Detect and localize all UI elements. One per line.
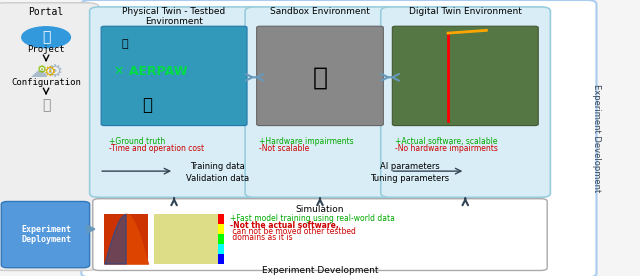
Text: Portal: Portal <box>28 7 64 17</box>
Bar <box>154 214 218 264</box>
Text: domains as it is: domains as it is <box>230 233 293 242</box>
FancyBboxPatch shape <box>1 201 90 268</box>
Bar <box>218 244 224 254</box>
FancyBboxPatch shape <box>90 7 259 197</box>
Text: +Actual software, scalable: +Actual software, scalable <box>395 137 497 146</box>
FancyBboxPatch shape <box>93 199 547 270</box>
Text: -Time and operation cost: -Time and operation cost <box>109 144 204 153</box>
Text: ⚙: ⚙ <box>44 65 56 79</box>
Text: Configuration: Configuration <box>11 78 81 87</box>
Text: Experiment Development: Experiment Development <box>262 266 378 275</box>
Text: -Not scalable: -Not scalable <box>259 144 310 153</box>
Text: AI parameters: AI parameters <box>380 163 440 171</box>
Text: Validation data: Validation data <box>186 174 249 182</box>
Text: Experiment
Deployment: Experiment Deployment <box>21 225 71 244</box>
FancyBboxPatch shape <box>0 3 100 270</box>
Text: +Fast model training using real-world data: +Fast model training using real-world da… <box>230 214 396 223</box>
FancyBboxPatch shape <box>392 26 538 126</box>
Text: -No hardware impairments: -No hardware impairments <box>395 144 498 153</box>
Text: 👤: 👤 <box>42 30 51 44</box>
FancyBboxPatch shape <box>257 26 383 126</box>
Text: Physical Twin - Testbed
Environment: Physical Twin - Testbed Environment <box>122 7 226 26</box>
Text: can not be moved other testbed: can not be moved other testbed <box>230 227 356 236</box>
Text: 📡: 📡 <box>142 96 152 114</box>
Text: ⚙: ⚙ <box>36 65 47 75</box>
Text: Project: Project <box>28 45 65 54</box>
Bar <box>218 254 224 264</box>
FancyBboxPatch shape <box>245 7 396 197</box>
FancyBboxPatch shape <box>81 0 596 276</box>
Text: Digital Twin Environment: Digital Twin Environment <box>409 7 522 16</box>
Text: 🗼: 🗼 <box>42 98 51 112</box>
Bar <box>218 224 224 234</box>
Text: ✕ AERPAW: ✕ AERPAW <box>114 65 187 78</box>
Bar <box>218 234 224 244</box>
Text: Sandbox Environment: Sandbox Environment <box>270 7 370 16</box>
Text: ☁⚙: ☁⚙ <box>29 63 63 81</box>
Bar <box>218 214 224 224</box>
Circle shape <box>22 27 70 48</box>
Text: +Hardware impairments: +Hardware impairments <box>259 137 354 146</box>
Text: -Not the actual software,: -Not the actual software, <box>230 221 339 230</box>
Bar <box>104 214 148 264</box>
Text: +Ground truth: +Ground truth <box>109 137 165 146</box>
Text: 🖥: 🖥 <box>312 65 328 89</box>
Text: Training data: Training data <box>190 163 245 171</box>
FancyBboxPatch shape <box>101 26 247 126</box>
FancyBboxPatch shape <box>381 7 550 197</box>
Text: Experiment Development: Experiment Development <box>592 84 601 192</box>
Text: 🚁: 🚁 <box>122 39 128 49</box>
Text: Tuning parameters: Tuning parameters <box>370 174 449 182</box>
Text: Simulation: Simulation <box>296 205 344 214</box>
